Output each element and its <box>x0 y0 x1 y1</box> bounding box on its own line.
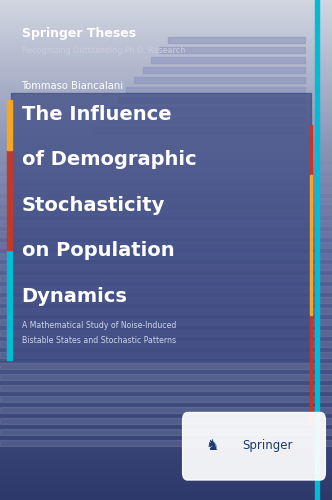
Bar <box>168 37 305 43</box>
Bar <box>159 47 305 52</box>
Bar <box>151 57 305 62</box>
Bar <box>11 92 311 360</box>
Bar <box>0 330 332 336</box>
Bar <box>0 252 332 259</box>
Bar <box>0 186 332 193</box>
Text: on Population: on Population <box>22 242 174 260</box>
Text: The Influence: The Influence <box>22 105 171 124</box>
Bar <box>0 352 332 358</box>
Bar <box>93 127 305 132</box>
Bar <box>0 264 332 270</box>
Bar <box>0 230 332 237</box>
Bar <box>0 208 332 215</box>
Text: Dynamics: Dynamics <box>22 287 127 306</box>
Bar <box>310 125 312 425</box>
Bar <box>0 198 332 204</box>
Bar <box>0 384 332 391</box>
Bar <box>0 164 332 171</box>
Bar <box>0 418 332 424</box>
Bar <box>0 286 332 292</box>
Text: Recognizing Outstanding Ph.D. Research: Recognizing Outstanding Ph.D. Research <box>22 46 185 55</box>
FancyBboxPatch shape <box>183 412 325 480</box>
Bar <box>0 296 332 303</box>
Bar <box>118 97 305 102</box>
Text: ♞: ♞ <box>205 438 219 454</box>
Bar <box>0 220 332 226</box>
Bar <box>126 87 305 92</box>
Bar <box>0 242 332 248</box>
Text: Tommaso Biancalani: Tommaso Biancalani <box>22 81 124 91</box>
Bar <box>7 100 12 150</box>
Text: Bistable States and Stochastic Patterns: Bistable States and Stochastic Patterns <box>22 336 176 345</box>
Text: A Mathematical Study of Noise-Induced: A Mathematical Study of Noise-Induced <box>22 321 176 330</box>
Bar <box>0 340 332 347</box>
Bar <box>0 318 332 325</box>
Bar <box>310 175 312 315</box>
Bar <box>0 154 332 160</box>
Bar <box>0 362 332 369</box>
Bar <box>143 67 305 72</box>
Bar <box>0 176 332 182</box>
Bar <box>7 250 12 360</box>
Bar <box>0 274 332 281</box>
Text: Springer: Springer <box>242 440 293 452</box>
Bar <box>7 150 12 250</box>
Bar <box>0 308 332 314</box>
Bar <box>0 374 332 380</box>
Bar <box>0 396 332 402</box>
Bar <box>0 428 332 435</box>
Bar <box>101 117 305 122</box>
Text: of Demographic: of Demographic <box>22 150 196 170</box>
Bar <box>134 77 305 82</box>
Bar <box>315 0 319 500</box>
Bar <box>0 440 332 446</box>
Bar <box>110 107 305 112</box>
Bar <box>0 406 332 413</box>
Text: Springer Theses: Springer Theses <box>22 28 136 40</box>
Text: Stochasticity: Stochasticity <box>22 196 165 215</box>
